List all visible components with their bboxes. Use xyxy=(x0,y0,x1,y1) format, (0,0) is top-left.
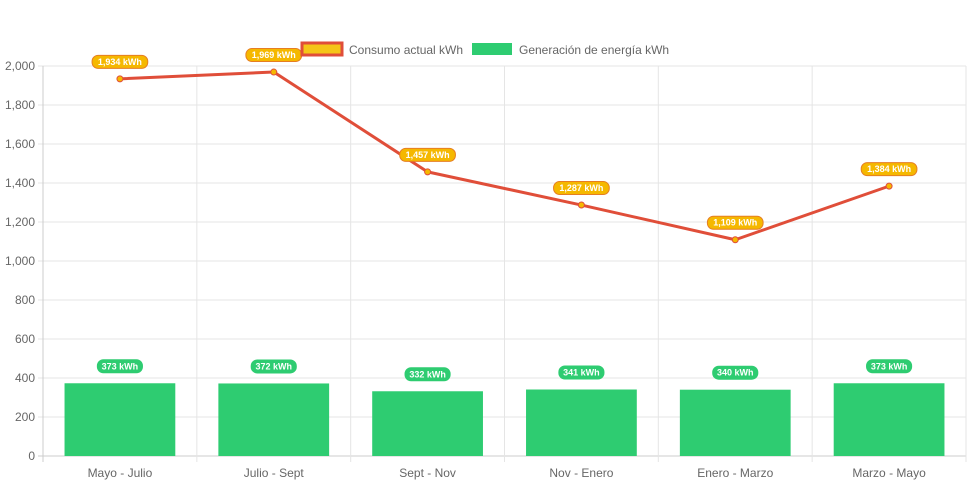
data-label-consumo-bg xyxy=(399,147,456,162)
line-point-consumo[interactable] xyxy=(577,201,585,209)
line-series xyxy=(116,68,893,244)
data-label-consumo: 1,287 kWh xyxy=(559,183,603,193)
y-axis: 0 200 400 600 800 1,000 1,200 1,400 1,600 1,800 2,… xyxy=(5,59,35,463)
x-tick-label: Nov - Enero xyxy=(549,466,613,480)
bar-generacion[interactable] xyxy=(218,383,330,456)
data-label-consumo: 1,384 kWh xyxy=(867,164,911,174)
y-tick-label: 1,000 xyxy=(5,254,35,268)
x-tick-label: Sept - Nov xyxy=(399,466,456,480)
data-label-generacion: 332 kWh xyxy=(409,369,446,379)
data-label-generacion-bg xyxy=(712,365,759,380)
bars xyxy=(64,383,945,456)
data-label-generacion-bg xyxy=(250,359,297,374)
data-labels: 1,934 kWh 1,969 kWh 1,457 kWh 1,287 kWh 1,10… xyxy=(91,48,918,382)
y-tick-label: 600 xyxy=(15,332,35,346)
data-label-consumo-bg xyxy=(553,181,610,196)
y-tick-label: 1,400 xyxy=(5,176,35,190)
bar-generacion[interactable] xyxy=(526,389,637,456)
legend-label-generacion[interactable]: Generación de energía kWh xyxy=(519,43,669,57)
line-point-consumo[interactable] xyxy=(885,182,893,190)
line-point-consumo[interactable] xyxy=(731,236,739,244)
y-tick-label: 1,200 xyxy=(5,215,35,229)
x-axis: Mayo - Julio Julio - Sept Sept - Nov Nov - … xyxy=(88,466,927,480)
data-label-generacion-bg xyxy=(96,359,143,374)
data-label-generacion: 341 kWh xyxy=(563,368,600,378)
legend-swatch-generacion[interactable] xyxy=(472,43,512,55)
data-label-consumo: 1,934 kWh xyxy=(98,57,142,67)
legend-label-consumo[interactable]: Consumo actual kWh xyxy=(349,43,463,57)
data-label-consumo: 1,109 kWh xyxy=(713,218,757,228)
data-label-consumo-bg xyxy=(860,162,918,177)
legend: Consumo actual kWh Generación de energía… xyxy=(300,41,669,57)
bar-generacion[interactable] xyxy=(64,383,176,456)
y-tick-label: 400 xyxy=(15,371,35,385)
bar-generacion[interactable] xyxy=(679,389,791,456)
x-tick-label: Julio - Sept xyxy=(244,466,305,480)
line-point-consumo[interactable] xyxy=(270,68,278,76)
grid xyxy=(38,65,967,462)
y-tick-label: 1,600 xyxy=(5,137,35,151)
bar-generacion[interactable] xyxy=(833,383,945,456)
data-label-generacion: 373 kWh xyxy=(871,361,908,371)
data-label-consumo: 1,969 kWh xyxy=(252,50,296,60)
data-label-generacion: 373 kWh xyxy=(102,361,139,371)
data-label-consumo-bg xyxy=(91,54,149,69)
line-consumo xyxy=(119,70,890,242)
y-tick-label: 200 xyxy=(15,410,35,424)
data-label-generacion: 340 kWh xyxy=(717,368,754,378)
data-label-generacion-bg xyxy=(866,359,913,374)
data-label-generacion-bg xyxy=(558,365,605,380)
line-point-consumo[interactable] xyxy=(116,75,124,83)
x-tick-label: Enero - Marzo xyxy=(697,466,773,480)
bar-generacion[interactable] xyxy=(372,391,483,456)
x-tick-label: Mayo - Julio xyxy=(88,466,153,480)
y-tick-label: 0 xyxy=(28,449,35,463)
y-tick-label: 2,000 xyxy=(5,59,35,73)
data-label-consumo-bg xyxy=(706,215,764,230)
data-label-generacion: 372 kWh xyxy=(255,361,292,371)
y-tick-label: 1,800 xyxy=(5,98,35,112)
data-label-consumo: 1,457 kWh xyxy=(406,150,450,160)
line-point-consumo[interactable] xyxy=(424,168,432,176)
data-label-generacion-bg xyxy=(404,367,451,382)
y-tick-label: 800 xyxy=(15,293,35,307)
legend-swatch-consumo[interactable] xyxy=(300,41,344,57)
x-tick-label: Marzo - Mayo xyxy=(852,466,926,480)
